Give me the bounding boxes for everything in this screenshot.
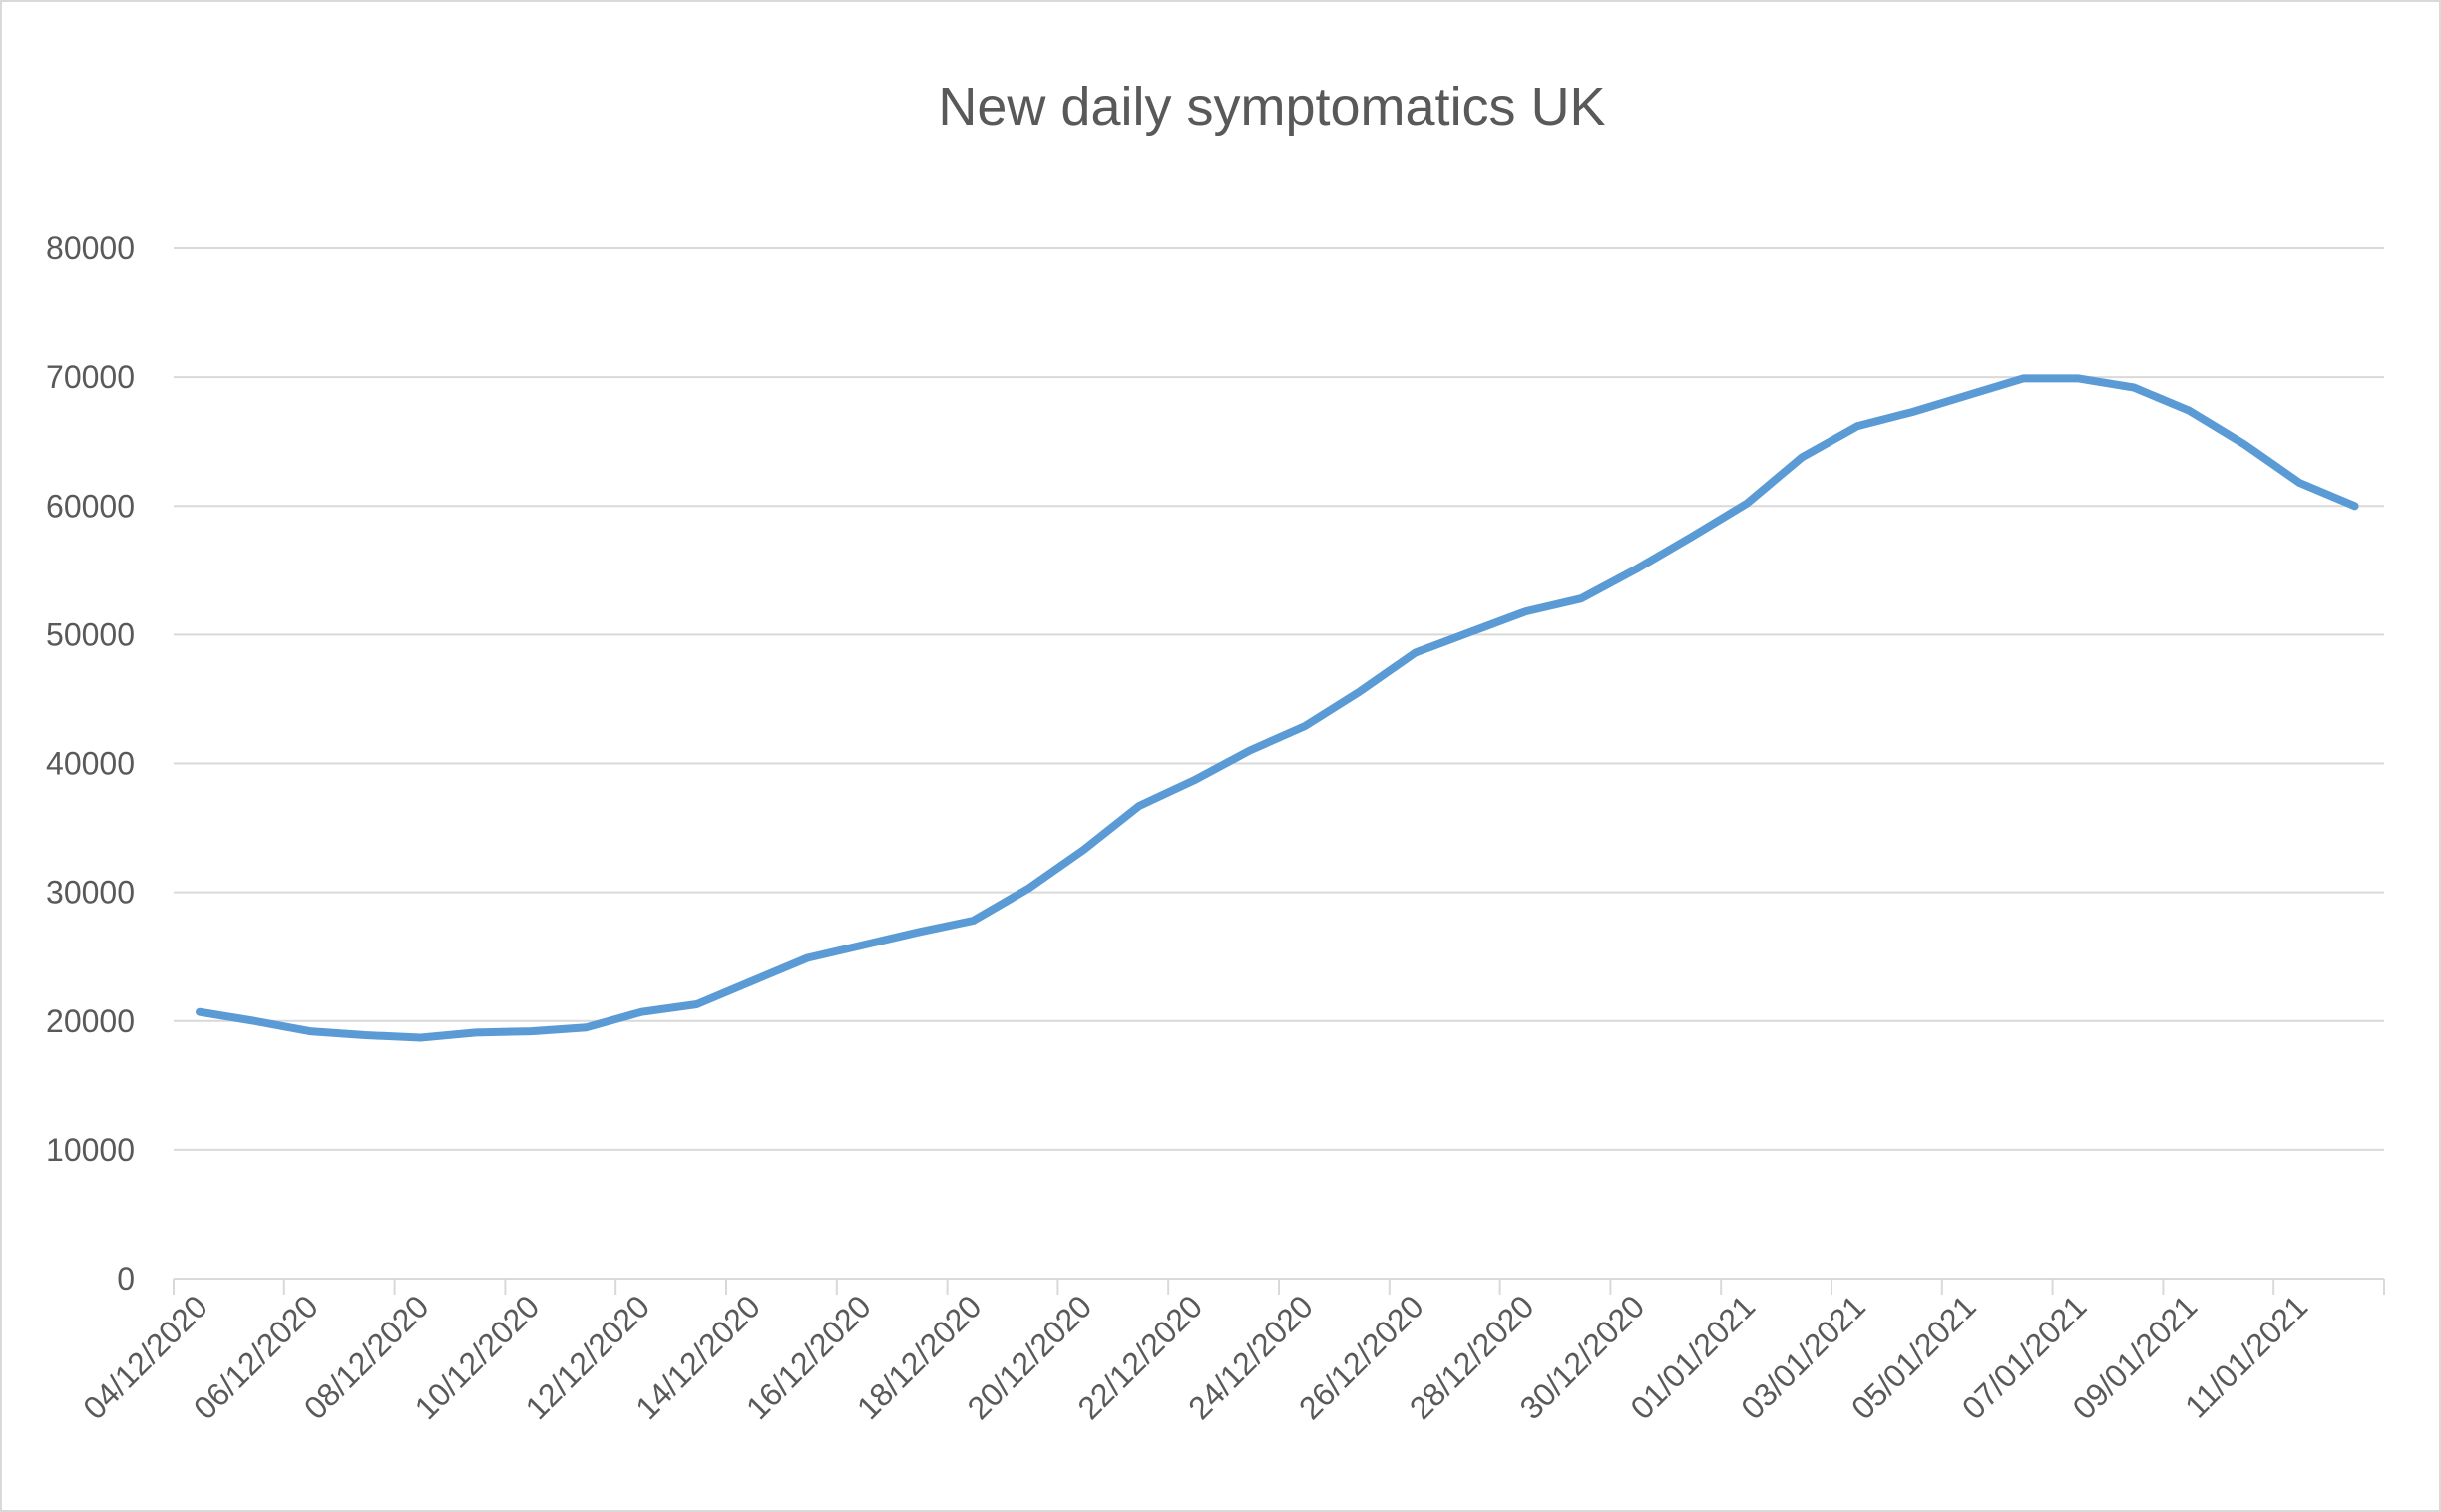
data-point [637, 1008, 645, 1016]
data-point [2075, 374, 2083, 382]
data-point [1024, 885, 1032, 893]
y-tick-label: 60000 [46, 488, 135, 524]
data-point [914, 929, 922, 937]
data-point [1190, 776, 1198, 784]
chart-title: New daily symptomatics UK [938, 77, 1605, 137]
data-point [693, 1000, 701, 1008]
data-point [1246, 747, 1254, 755]
data-point [417, 1034, 425, 1042]
x-axis: 04/12/202006/12/202008/12/202010/12/2020… [76, 1278, 2385, 1426]
data-point [472, 1028, 480, 1036]
data-point [2185, 407, 2193, 415]
data-point [2240, 440, 2248, 448]
data-point [583, 1023, 591, 1031]
data-point [1853, 422, 1861, 430]
y-tick-label: 70000 [46, 359, 135, 395]
y-tick-label: 30000 [46, 875, 135, 911]
data-point [2019, 374, 2027, 382]
data-point [2295, 479, 2303, 487]
gridlines [174, 247, 2384, 1151]
data-point [1688, 533, 1696, 541]
data-point [527, 1027, 535, 1035]
data-point [1301, 722, 1309, 730]
data-point [1356, 687, 1364, 695]
y-tick-label: 10000 [46, 1132, 135, 1168]
data-point [1079, 846, 1087, 854]
data-point [2130, 383, 2138, 391]
y-axis: 0 10000 20000 30000 40000 50000 60000 70000 8000… [46, 230, 135, 1297]
data-point [970, 917, 978, 925]
data-point [196, 1008, 203, 1016]
data-point [1799, 453, 1807, 461]
data-point [306, 1027, 314, 1035]
data-point [1743, 500, 1751, 508]
data-point [2351, 502, 2359, 510]
data-point [1135, 802, 1143, 810]
data-point [1908, 408, 1916, 416]
y-tick-label: 20000 [46, 1003, 135, 1039]
series-line [196, 374, 2359, 1042]
data-point [748, 977, 756, 985]
data-point [250, 1017, 258, 1025]
data-point [1466, 628, 1474, 636]
series-layer [196, 374, 2359, 1042]
y-tick-label: 40000 [46, 746, 135, 782]
data-point [1522, 607, 1530, 615]
data-point [1412, 648, 1420, 656]
data-point [803, 953, 811, 961]
data-point [1632, 566, 1640, 573]
y-tick-label: 50000 [46, 616, 135, 652]
data-point [859, 942, 867, 949]
y-tick-label: 0 [117, 1261, 135, 1297]
y-tick-label: 80000 [46, 230, 135, 266]
data-point [361, 1031, 369, 1039]
data-point [1577, 594, 1585, 602]
data-point [1964, 391, 1972, 399]
